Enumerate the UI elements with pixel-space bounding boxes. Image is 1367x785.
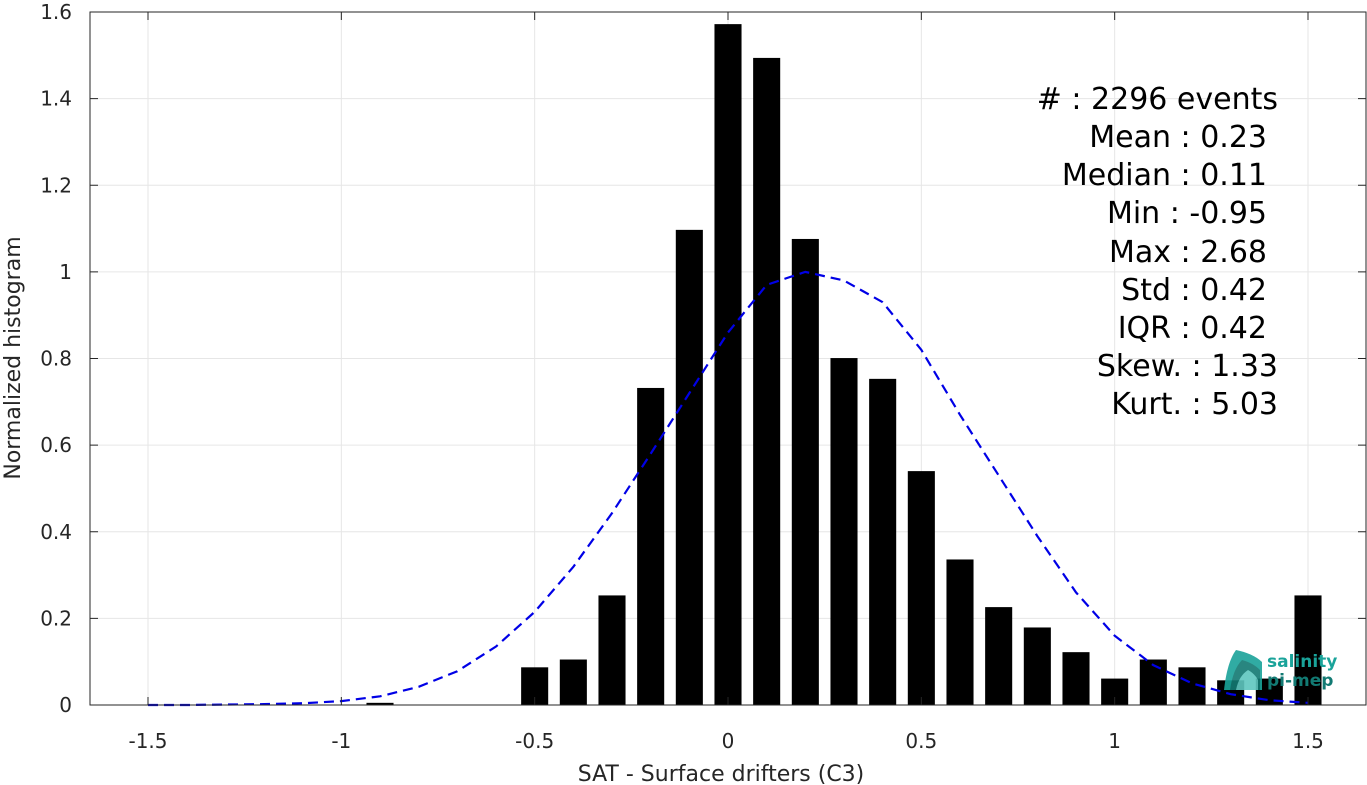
stat-max: Max : 2.68 [1109,235,1267,270]
y-tick-label: 1.4 [40,87,72,111]
stat-skew: Skew. : 1.33 [1097,349,1278,384]
stat-min: Min : -0.95 [1107,196,1267,231]
stat-kurt: Kurt. : 5.03 [1111,387,1278,422]
x-axis-ticks: -1.5 -1 -0.5 0 0.5 1 1.5 [128,12,1324,753]
x-tick-label: -1.5 [128,729,167,753]
histogram-bar [559,659,587,705]
y-tick-label: 0.8 [40,347,72,371]
histogram-bar [675,229,703,705]
x-tick-label: 0.5 [905,729,937,753]
y-axis-title: Normalized histogram [1,236,26,479]
logo-wave-icon [1224,650,1262,690]
y-tick-label: 1.6 [40,0,72,24]
x-tick-label: -1 [331,729,351,753]
stat-events: # : 2296 events [1037,82,1278,117]
y-tick-label: 0.2 [40,606,72,630]
y-tick-label: 0.4 [40,520,72,544]
salinity-pimep-logo: salinity pi-mep [1224,650,1337,691]
x-tick-label: -0.5 [515,729,554,753]
histogram-bar [985,607,1013,705]
histogram-bar [791,238,819,705]
stat-std: Std : 0.42 [1121,273,1267,308]
stats-annotation: # : 2296 events Mean : 0.23 Median : 0.1… [1037,82,1278,422]
y-tick-label: 1 [59,260,72,284]
x-tick-label: 0 [722,729,735,753]
histogram-bar [1023,627,1051,705]
histogram-bar [1294,595,1322,705]
histogram-bar [946,559,974,705]
histogram-bar [1139,659,1167,705]
logo-line2: pi-mep [1267,671,1333,691]
logo-line1: salinity [1267,652,1337,672]
x-tick-label: 1.5 [1292,729,1324,753]
histogram-bar [714,24,742,705]
y-tick-label: 0 [59,693,72,717]
y-tick-label: 0.6 [40,433,72,457]
histogram-bar [598,595,626,705]
histogram-bar [907,471,935,705]
y-axis-ticks: 0 0.2 0.4 0.6 0.8 1 1.2 1.4 1.6 [40,0,1366,717]
x-tick-label: 1 [1108,729,1121,753]
histogram-bar [366,702,394,705]
histogram-bar [1062,652,1090,705]
histogram-bar [869,378,897,705]
x-axis-title: SAT - Surface drifters (C3) [578,762,865,785]
stat-mean: Mean : 0.23 [1089,120,1267,155]
stat-iqr: IQR : 0.42 [1118,311,1267,346]
histogram-bar [830,358,858,705]
stat-median: Median : 0.11 [1062,158,1267,193]
histogram-bar [753,57,781,705]
histogram-bars [366,24,1322,705]
histogram-bar [637,387,665,705]
y-tick-label: 1.2 [40,173,72,197]
